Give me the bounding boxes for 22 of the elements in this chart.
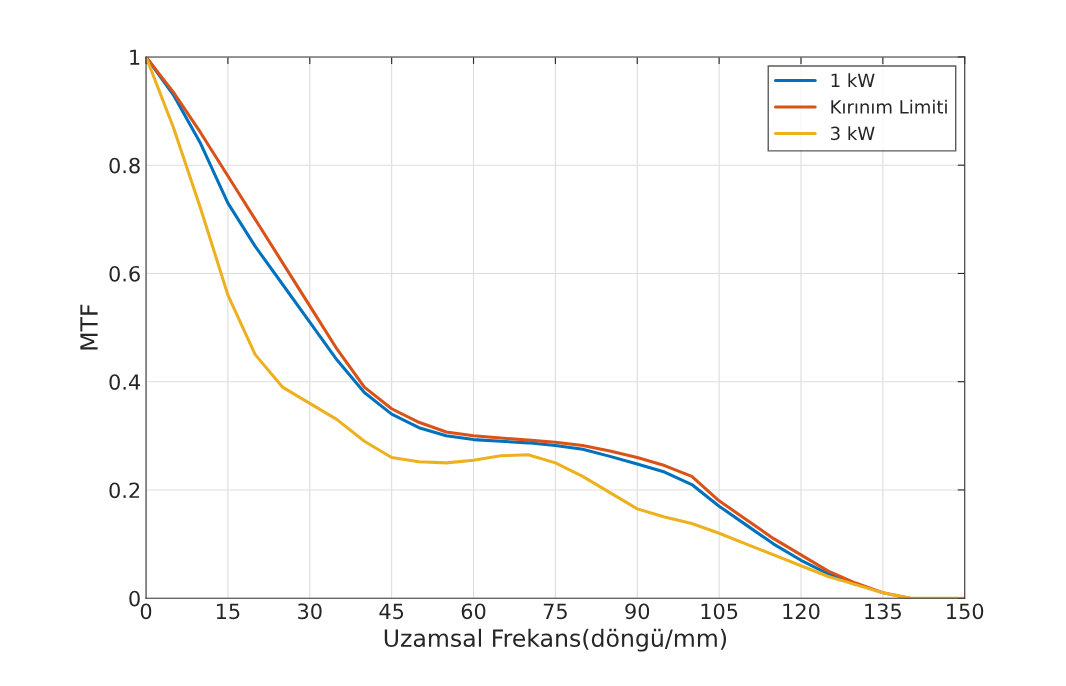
x-tick-label: 45	[379, 603, 404, 620]
y-tick-label: 0.6	[109, 265, 140, 282]
x-axis-title: Uzamsal Frekans(döngü/mm)	[384, 628, 726, 652]
x-tick-label: 105	[701, 603, 738, 620]
x-tick-label: 120	[783, 603, 820, 620]
y-tick-label: 1	[130, 49, 140, 65]
legend-label: 1 kW	[831, 73, 875, 87]
x-tick-label: 60	[461, 603, 486, 620]
x-tick-label: 0	[140, 603, 152, 620]
x-tick-label: 135	[865, 603, 901, 620]
legend-label: Kırınım Limiti	[831, 99, 947, 114]
x-tick-label: 90	[625, 603, 650, 620]
y-tick-label: 0.4	[109, 374, 141, 390]
x-tick-label: 75	[543, 603, 567, 620]
y-tick-label: 0.8	[109, 157, 140, 174]
y-axis-title: MTF	[80, 304, 98, 350]
x-tick-label: 15	[216, 603, 240, 620]
y-tick-label: 0.2	[109, 482, 140, 499]
x-tick-label: 150	[947, 603, 984, 620]
legend-label: 3 kW	[831, 126, 875, 141]
y-tick-label: 0	[129, 590, 140, 607]
x-tick-label: 30	[298, 603, 322, 620]
